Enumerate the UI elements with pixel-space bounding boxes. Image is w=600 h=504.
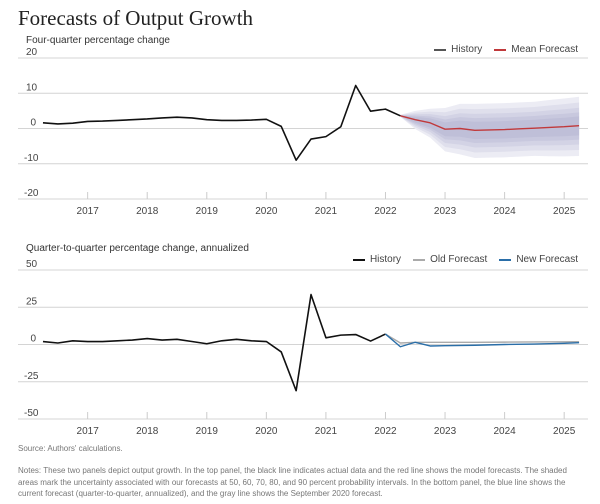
legend-label: Old Forecast: [430, 254, 488, 265]
y-tick-label: -10: [24, 153, 39, 164]
y-tick-label: -20: [24, 188, 39, 199]
history-swatch-icon: [352, 258, 365, 261]
series-line-history: [42, 293, 386, 392]
y-tick-label: 50: [26, 259, 38, 270]
x-tick-label: 2021: [315, 206, 338, 217]
source-note: Source: Authors' calculations.: [18, 444, 123, 453]
page-title: Forecasts of Output Growth: [18, 6, 254, 30]
series-line-old-forecast: [385, 333, 580, 344]
y-tick-label: 20: [26, 47, 38, 58]
legend-item-new-forecast[interactable]: New Forecast: [499, 254, 578, 265]
probability-band-50: [400, 115, 580, 140]
mean-forecast-swatch-icon: [494, 48, 507, 51]
x-tick-label: 2021: [315, 426, 338, 437]
x-tick-label: 2019: [196, 426, 219, 437]
legend-label: History: [451, 44, 483, 55]
x-tick-label: 2023: [434, 206, 457, 217]
x-tick-label: 2024: [493, 206, 516, 217]
y-tick-label: 0: [30, 118, 36, 129]
legend-item-history[interactable]: History: [352, 254, 402, 265]
legend-item-mean-forecast[interactable]: Mean Forecast: [494, 44, 578, 55]
y-tick-label: -50: [24, 408, 39, 419]
bottom-chart-subtitle: Quarter-to-quarter percentage change, an…: [26, 243, 249, 254]
x-tick-label: 2025: [553, 426, 576, 437]
top-chart: 20 10 0 -10 -20 2017 2018 2019 2020 2021 2022 2023 2…: [18, 47, 588, 217]
x-tick-label: 2022: [374, 206, 397, 217]
top-chart-subtitle: Four-quarter percentage change: [26, 35, 170, 46]
y-tick-label: -25: [24, 371, 39, 382]
x-tick-label: 2022: [374, 426, 397, 437]
x-tick-label: 2017: [77, 206, 100, 217]
legend-label: Mean Forecast: [511, 44, 578, 55]
x-tick-label: 2023: [434, 426, 457, 437]
notes-text: Notes: These two panels depict output gr…: [18, 466, 567, 498]
x-tick-label: 2020: [255, 206, 278, 217]
x-tick-label: 2017: [77, 426, 100, 437]
legend-item-history[interactable]: History: [434, 44, 482, 55]
y-tick-label: 25: [26, 296, 38, 307]
x-tick-label: 2019: [196, 206, 219, 217]
x-tick-label: 2024: [493, 426, 516, 437]
history-swatch-icon: [434, 48, 447, 51]
top-chart-legend: History Mean Forecast: [434, 44, 578, 55]
y-tick-label: 10: [26, 82, 38, 93]
legend-item-old-forecast[interactable]: Old Forecast: [413, 254, 487, 265]
legend-label: History: [369, 254, 402, 265]
x-tick-label: 2018: [136, 426, 159, 437]
series-line-history: [42, 84, 401, 162]
old-forecast-swatch-icon: [413, 258, 426, 261]
x-tick-label: 2025: [553, 206, 576, 217]
series-line-new-forecast: [385, 333, 580, 348]
x-tick-label: 2020: [255, 426, 278, 437]
x-tick-label: 2018: [136, 206, 159, 217]
y-tick-label: 0: [30, 334, 36, 345]
new-forecast-swatch-icon: [499, 258, 512, 261]
series-line-mean-forecast: [400, 115, 580, 131]
legend-label: New Forecast: [516, 254, 578, 265]
bottom-chart-legend: History Old Forecast New Forecast: [352, 254, 578, 265]
